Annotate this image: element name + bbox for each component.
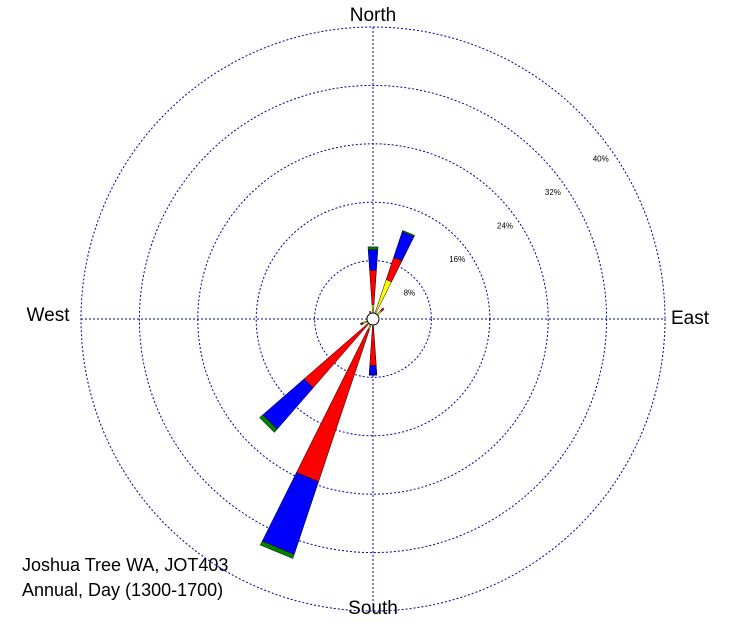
grid-ring (314, 260, 432, 378)
petal-segment (367, 246, 379, 251)
grid-ring (197, 143, 549, 495)
direction-label: West (27, 305, 71, 326)
r-tick-label: 40% (593, 155, 609, 164)
petal-segment (401, 230, 416, 238)
petal-segment (372, 279, 392, 320)
grid-ring (80, 26, 666, 612)
station-note: Annual, Day (1300-1700) (22, 580, 223, 600)
r-tick-label: 8% (404, 289, 416, 298)
petal-segment (369, 269, 377, 305)
petal-segment (369, 326, 377, 366)
r-tick-label: 32% (545, 188, 561, 197)
direction-label: East (671, 308, 710, 329)
r-tick-label: 16% (449, 255, 465, 264)
r-tick-label: 24% (497, 222, 513, 231)
petal-segment (296, 328, 370, 483)
direction-label: North (350, 5, 396, 26)
petal-segment (393, 231, 415, 262)
petal-segment (259, 414, 278, 433)
petal-segment (385, 257, 403, 283)
petal-segment (261, 472, 319, 555)
station-note: Joshua Tree WA, JOT403 (22, 555, 228, 575)
petal-segment (262, 378, 314, 430)
petal-segment (367, 249, 379, 271)
petal-segment (368, 365, 378, 376)
center-hub (366, 312, 380, 326)
petal-segment (379, 307, 385, 313)
grid-ring (138, 84, 608, 554)
petal-segment (259, 540, 295, 559)
grid-ring (255, 201, 491, 437)
